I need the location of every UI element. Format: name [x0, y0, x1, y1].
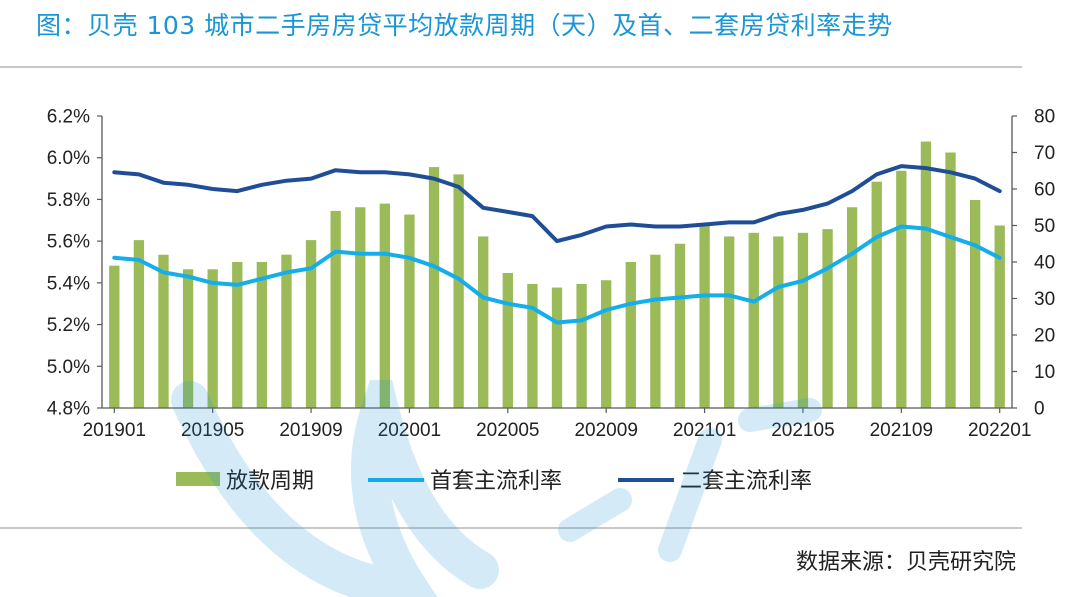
y-right-tick-label: 70 [1034, 143, 1055, 164]
bar [896, 170, 907, 408]
bar [232, 262, 243, 408]
bar [256, 262, 268, 408]
y-right-tick-label: 10 [1034, 362, 1055, 383]
bar [330, 210, 341, 408]
first-rate-line [112, 224, 1002, 325]
bar [527, 283, 538, 408]
bar [576, 283, 587, 408]
y-left-tick-label: 5.2% [47, 315, 90, 336]
bar [379, 203, 391, 408]
bottom-divider [0, 527, 1022, 529]
data-source: 数据来源：贝壳研究院 [795, 550, 1016, 575]
legend-label-bar: 放款周期 [226, 468, 314, 493]
bar [945, 152, 956, 408]
bar [797, 232, 809, 408]
bar [158, 254, 169, 408]
bar [182, 269, 194, 408]
bar [699, 225, 710, 408]
bar [428, 167, 440, 408]
bar [994, 225, 1005, 408]
y-right-tick-label: 20 [1034, 326, 1055, 347]
bar [920, 141, 932, 409]
bar [453, 174, 464, 408]
y-left-tick-label: 5.8% [47, 190, 90, 211]
bar [871, 181, 882, 408]
bar [846, 207, 858, 408]
bar [773, 236, 784, 408]
bar [748, 232, 759, 408]
bar [478, 236, 489, 408]
bar [969, 199, 981, 408]
x-tick-label: 202001 [378, 420, 441, 441]
y-right-tick-label: 30 [1034, 289, 1055, 310]
legend-label-second-rate: 二套主流利率 [680, 468, 812, 493]
bar [404, 214, 415, 408]
y-left-tick-label: 5.0% [47, 357, 90, 378]
legend-swatch-bar [176, 472, 220, 486]
bar [822, 229, 833, 408]
y-right-tick-label: 0 [1034, 399, 1045, 420]
chart: 4.8% 5.0% 5.2% 5.4% 5.6% 5.8% 6.0% 6.2% 0 10 20 30 4… [47, 107, 1055, 494]
y-left-tick-label: 5.6% [47, 232, 90, 253]
bar [281, 254, 292, 408]
chart-title: 图：贝壳 103 城市二手房房贷平均放款周期（天）及首、二套房贷利率走势 [36, 11, 893, 40]
bar [502, 272, 513, 408]
x-tick-label: 201905 [181, 420, 244, 441]
bar [551, 287, 563, 408]
bar [674, 243, 686, 408]
y-left-tick-label: 6.2% [47, 107, 90, 128]
y-left-tick-label: 6.0% [47, 148, 90, 169]
x-tick-label: 202009 [574, 420, 637, 441]
bar [355, 207, 366, 408]
x-tick-label: 202101 [673, 420, 736, 441]
bar [601, 280, 612, 408]
bar [133, 240, 145, 408]
x-tick-label: 202105 [771, 420, 834, 441]
y-right-tick-label: 50 [1034, 216, 1055, 237]
x-tick-label: 201901 [83, 420, 146, 441]
y-right-tick-label: 40 [1034, 253, 1055, 274]
bar [305, 240, 317, 408]
y-right-tick-label: 60 [1034, 180, 1055, 201]
x-tick-label: 202005 [476, 420, 539, 441]
bar [109, 265, 120, 408]
bar [650, 254, 661, 408]
x-tick-label: 201909 [279, 420, 342, 441]
y-left-tick-label: 5.4% [47, 273, 90, 294]
x-tick-label: 202201 [968, 420, 1031, 441]
y-right-tick-label: 80 [1034, 107, 1055, 128]
bar [207, 269, 218, 408]
legend-label-first-rate: 首套主流利率 [430, 468, 562, 493]
y-left-tick-label: 4.8% [47, 399, 90, 420]
second-rate-line [112, 164, 1002, 244]
top-divider [0, 66, 1022, 68]
bar [723, 236, 735, 408]
x-tick-label: 202109 [870, 420, 933, 441]
bar [625, 262, 636, 408]
